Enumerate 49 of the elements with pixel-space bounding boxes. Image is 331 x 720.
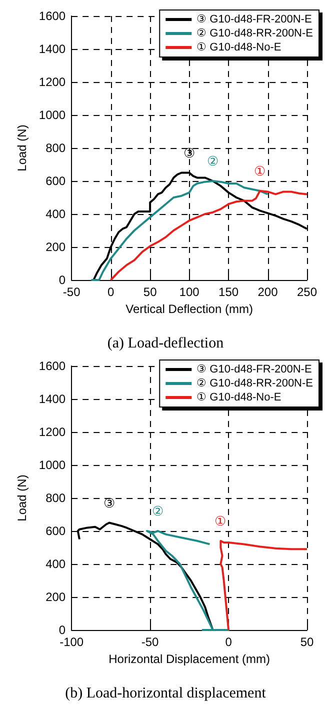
x-tick-label: 50 bbox=[300, 635, 314, 649]
x-tick-label: 250 bbox=[296, 285, 318, 299]
y-tick-label: 800 bbox=[46, 141, 66, 155]
y-axis-title: Load (N) bbox=[15, 124, 29, 172]
legend-label: ② G10-d48-RR-200N-E bbox=[196, 28, 313, 40]
y-tick-label: 600 bbox=[46, 524, 66, 538]
y-tick-label: 1200 bbox=[38, 425, 66, 439]
x-tick-label: 100 bbox=[179, 285, 200, 299]
x-tick-label: 0 bbox=[107, 285, 114, 299]
text: (b) Load-horizontal displacement bbox=[65, 686, 267, 702]
legend-label: ③ G10-d48-FR-200N-E bbox=[196, 364, 312, 376]
legend-label: ① G10-d48-No-E bbox=[196, 42, 282, 54]
y-tick-label: 1400 bbox=[38, 392, 66, 406]
y-tick-label: 1200 bbox=[38, 75, 66, 89]
line-series bbox=[110, 190, 308, 281]
y-tick-label: 1400 bbox=[38, 42, 66, 56]
x-tick-label: -50 bbox=[62, 285, 81, 299]
legend-label: ② G10-d48-RR-200N-E bbox=[196, 378, 313, 390]
x-tick-label: -50 bbox=[141, 635, 160, 649]
y-tick-label: 400 bbox=[46, 207, 66, 221]
y-tick-label: 1600 bbox=[38, 9, 66, 23]
annotation: ① bbox=[254, 163, 266, 178]
y-tick-label: 800 bbox=[46, 491, 66, 505]
x-axis-title: Horizontal Displacement (mm) bbox=[108, 652, 270, 666]
y-tick-label: 200 bbox=[46, 590, 66, 604]
y-tick-label: 1000 bbox=[38, 108, 66, 122]
x-tick-label: 50 bbox=[143, 285, 158, 299]
line-series bbox=[220, 540, 308, 631]
annotation: ② bbox=[206, 154, 219, 168]
y-tick-label: 1000 bbox=[38, 458, 66, 472]
y-axis-title: Load (N) bbox=[15, 474, 29, 522]
legend-label: ③ G10-d48-FR-200N-E bbox=[196, 14, 312, 26]
x-tick-label: 0 bbox=[225, 635, 232, 649]
legend-label: ① G10-d48-No-E bbox=[196, 392, 282, 404]
annotation: ② bbox=[152, 504, 164, 518]
y-tick-label: 400 bbox=[46, 557, 66, 571]
y-tick-label: 1600 bbox=[38, 359, 66, 373]
line-series bbox=[146, 530, 230, 631]
text: (a) Load-deflection bbox=[107, 336, 224, 352]
line-series bbox=[90, 180, 269, 281]
y-tick-label: 0 bbox=[58, 623, 66, 637]
y-tick-label: 200 bbox=[46, 240, 66, 254]
y-tick-label: 0 bbox=[58, 273, 66, 287]
x-tick-label: -100 bbox=[60, 635, 84, 649]
x-tick-label: 150 bbox=[218, 285, 239, 299]
x-tick-label: 200 bbox=[258, 285, 278, 299]
x-axis-title: Vertical Deflection (mm) bbox=[126, 302, 253, 316]
y-tick-label: 600 bbox=[46, 174, 66, 188]
annotation: ① bbox=[214, 513, 227, 528]
